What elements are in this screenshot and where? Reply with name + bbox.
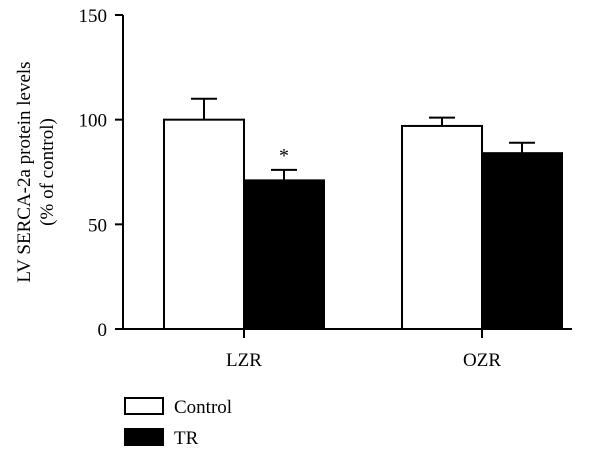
y-tick-label: 100 — [79, 111, 108, 132]
annotations: * — [279, 145, 289, 167]
x-tick-label: OZR — [463, 350, 501, 371]
bar — [163, 118, 245, 330]
y-tick-label: 150 — [79, 6, 108, 27]
bar — [243, 179, 325, 330]
legend-label: TR — [174, 428, 199, 449]
legend: Control TR — [124, 397, 232, 449]
bar — [401, 124, 483, 330]
legend-swatch — [124, 428, 164, 446]
y-axis-label-line1: LV SERCA-2a protein levels — [14, 61, 35, 282]
bars — [163, 97, 563, 330]
bar — [481, 152, 563, 330]
y-ticks: 0 50 100 150 — [79, 6, 123, 341]
x-ticks: LZR OZR — [226, 329, 501, 371]
y-axis-label-line2: (% of control) — [37, 118, 58, 226]
x-tick-label: LZR — [226, 350, 262, 371]
legend-label: Control — [174, 397, 232, 418]
y-tick-label: 0 — [98, 320, 108, 341]
legend-swatch — [124, 397, 164, 415]
y-tick-label: 50 — [88, 215, 107, 236]
significance-marker: * — [279, 145, 289, 167]
y-axis-label: LV SERCA-2a protein levels (% of control… — [14, 61, 58, 282]
